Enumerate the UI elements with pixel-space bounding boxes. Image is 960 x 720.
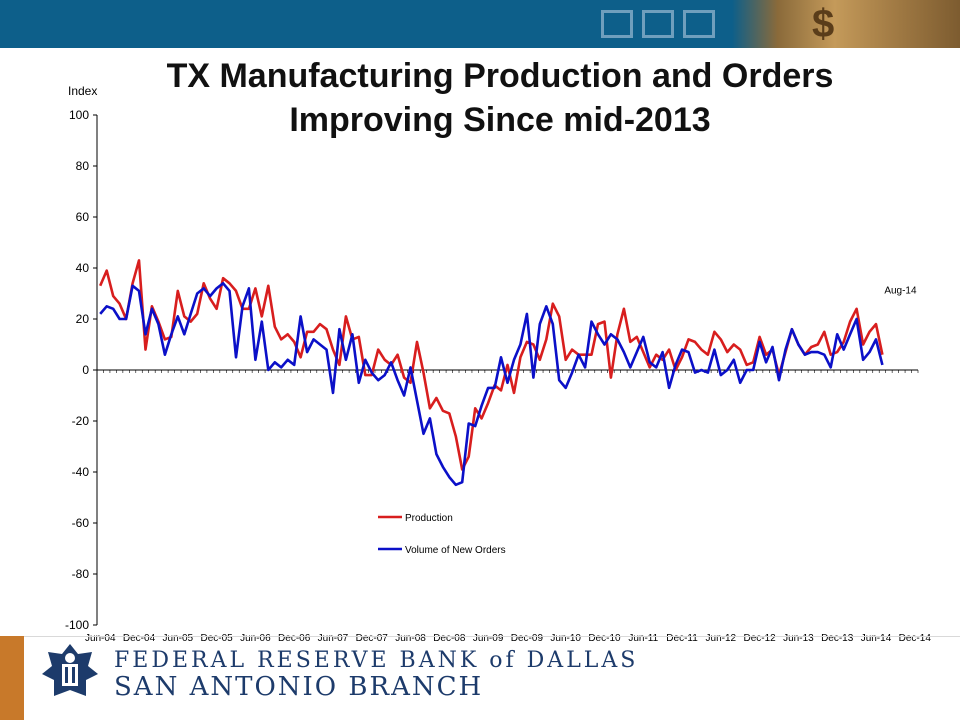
x-tick-label: Jun-11 [628, 633, 658, 644]
branch-name: SAN ANTONIO BRANCH [114, 672, 484, 702]
legend-label: Volume of New Orders [405, 545, 506, 556]
x-tick-label: Jun-09 [473, 633, 504, 644]
annotation-label: Aug-14 [884, 286, 917, 297]
x-tick-label: Dec-05 [200, 633, 233, 644]
y-tick-label: 20 [76, 312, 90, 326]
x-tick-label: Dec-06 [278, 633, 311, 644]
x-tick-label: Jun-14 [861, 633, 892, 644]
x-tick-label: Dec-11 [666, 633, 698, 644]
bank-seal-icon [42, 644, 98, 696]
y-tick-label: -60 [72, 516, 90, 530]
x-tick-label: Dec-14 [899, 633, 932, 644]
legend-label: Production [405, 513, 453, 524]
x-tick-label: Jun-06 [240, 633, 271, 644]
decorative-square [601, 10, 633, 38]
title-line-2: Improving Since mid-2013 [289, 101, 711, 139]
y-tick-label: -100 [65, 618, 89, 632]
accent-bar [0, 636, 24, 720]
x-tick-label: Jun-08 [395, 633, 426, 644]
x-tick-label: Jun-04 [85, 633, 116, 644]
bank-name: FEDERAL RESERVE BANK of DALLAS [114, 648, 639, 673]
y-tick-label: 40 [76, 261, 90, 275]
y-tick-label: 60 [76, 210, 90, 224]
production-line [99, 259, 884, 471]
chart-title: TX Manufacturing Production and Orders I… [100, 54, 900, 142]
y-axis-label: Index [68, 84, 98, 98]
header-bar: $ [0, 0, 960, 48]
decorative-square [683, 10, 715, 38]
y-tick-label: -20 [72, 414, 90, 428]
new-orders-line [99, 281, 884, 487]
x-tick-label: Jun-12 [706, 633, 737, 644]
x-tick-label: Dec-04 [123, 633, 156, 644]
x-tick-label: Jun-07 [318, 633, 349, 644]
x-tick-label: Jun-13 [783, 633, 814, 644]
decorative-square [642, 10, 674, 38]
dollar-icon: $ [812, 2, 835, 46]
y-tick-label: 0 [82, 363, 89, 377]
x-tick-label: Dec-12 [743, 633, 776, 644]
y-tick-label: 80 [76, 159, 90, 173]
x-tick-label: Dec-07 [356, 633, 389, 644]
y-tick-label: -80 [72, 567, 90, 581]
x-tick-label: Dec-09 [511, 633, 544, 644]
x-tick-label: Jun-10 [550, 633, 581, 644]
header-photo [732, 0, 960, 48]
x-tick-label: Dec-08 [433, 633, 466, 644]
x-tick-label: Dec-10 [588, 633, 621, 644]
y-tick-label: -40 [72, 465, 90, 479]
y-tick-label: 100 [69, 108, 89, 122]
title-line-1: TX Manufacturing Production and Orders [166, 57, 834, 95]
footer-divider [24, 636, 960, 637]
x-tick-label: Dec-13 [821, 633, 854, 644]
x-tick-label: Jun-05 [163, 633, 194, 644]
